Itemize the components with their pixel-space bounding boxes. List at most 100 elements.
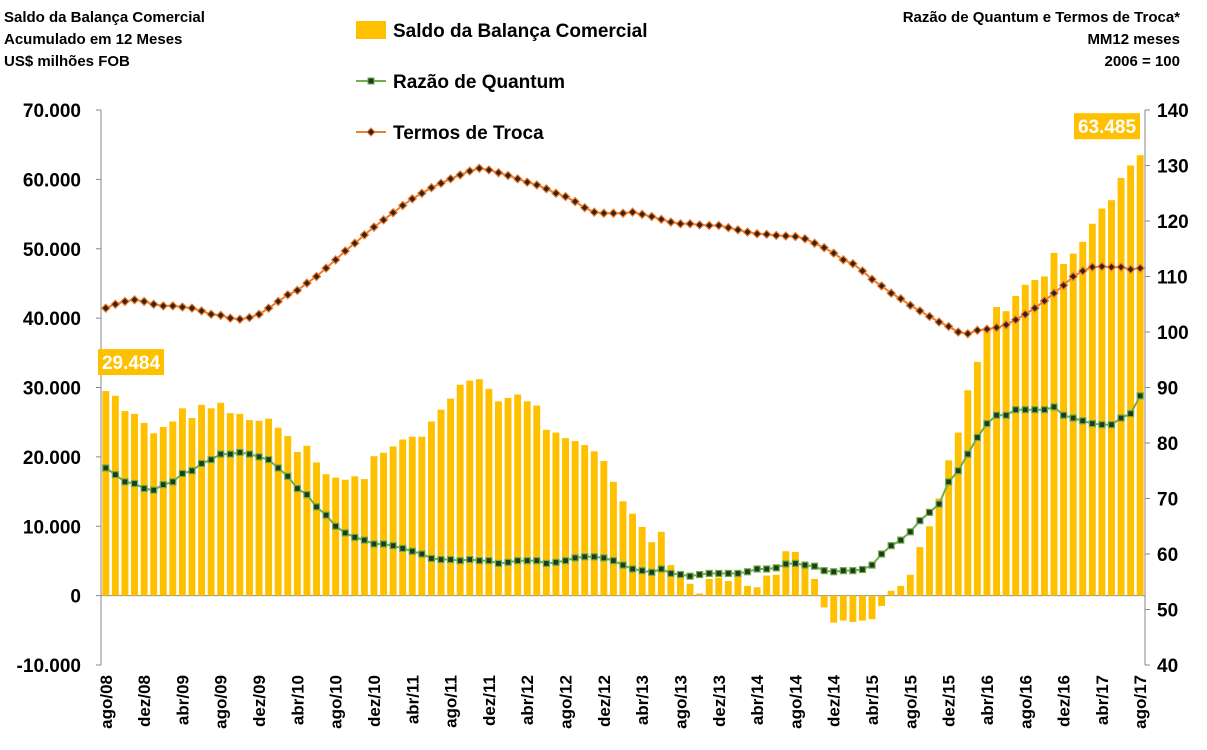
marker xyxy=(646,211,657,222)
marker xyxy=(696,570,704,579)
bar xyxy=(897,585,905,596)
marker xyxy=(359,230,370,240)
marker xyxy=(771,230,782,241)
marker xyxy=(531,180,542,190)
value-label: 29.484 xyxy=(102,353,161,374)
bar xyxy=(1088,223,1096,596)
bar xyxy=(1098,208,1106,596)
bar xyxy=(581,445,589,596)
marker xyxy=(810,562,819,570)
y2-tick-label: 70 xyxy=(1157,490,1178,511)
marker xyxy=(140,484,148,493)
y-tick-label: 60.000 xyxy=(23,170,81,191)
marker xyxy=(828,248,839,259)
marker xyxy=(1002,411,1010,419)
marker xyxy=(321,263,331,274)
marker xyxy=(292,285,303,296)
marker xyxy=(667,569,675,578)
marker xyxy=(159,481,167,489)
y2-tick-label: 60 xyxy=(1157,545,1178,566)
marker xyxy=(312,503,321,511)
marker xyxy=(1098,421,1106,429)
marker xyxy=(369,222,379,232)
x-tick-label: ago/16 xyxy=(1016,675,1035,729)
bar xyxy=(552,432,560,596)
marker xyxy=(102,464,110,472)
marker xyxy=(867,274,877,285)
marker xyxy=(293,484,301,493)
marker xyxy=(782,560,790,568)
bar xyxy=(178,408,186,596)
marker xyxy=(609,557,618,565)
marker xyxy=(512,173,523,184)
x-tick-label: ago/12 xyxy=(557,675,576,729)
bar xyxy=(1108,200,1115,596)
bar xyxy=(782,551,790,596)
marker xyxy=(1058,280,1069,291)
marker xyxy=(332,522,340,530)
bar xyxy=(427,421,435,596)
marker xyxy=(226,450,234,458)
marker xyxy=(724,569,732,578)
marker xyxy=(581,553,589,561)
marker xyxy=(542,559,550,568)
marker xyxy=(618,208,628,219)
bar xyxy=(1127,165,1135,596)
marker xyxy=(284,472,292,480)
marker xyxy=(801,561,809,569)
x-tick-label: abr/10 xyxy=(288,675,307,725)
bar xyxy=(820,595,828,608)
marker xyxy=(713,220,724,231)
bar xyxy=(533,405,541,596)
value-label: 63.485 xyxy=(1078,117,1137,138)
marker xyxy=(992,411,1001,419)
bar xyxy=(1136,155,1144,596)
legend-label: Termos de Troca xyxy=(393,123,544,144)
marker xyxy=(791,559,800,568)
marker xyxy=(868,561,876,569)
bar xyxy=(140,422,148,596)
marker xyxy=(188,467,196,475)
value-label-box xyxy=(1074,113,1140,140)
marker xyxy=(887,542,895,550)
marker xyxy=(897,536,905,544)
marker xyxy=(330,255,341,265)
bar xyxy=(514,394,522,596)
marker xyxy=(445,173,456,184)
bar xyxy=(562,438,569,596)
marker xyxy=(466,555,474,564)
bar xyxy=(916,547,924,596)
marker xyxy=(628,565,637,573)
marker xyxy=(819,242,829,253)
marker xyxy=(715,569,723,578)
bar xyxy=(619,501,627,596)
bar xyxy=(945,460,953,596)
x-tick-label: abr/14 xyxy=(748,674,767,725)
marker xyxy=(916,517,924,525)
left-title: Saldo da Balança Comercial xyxy=(4,9,205,26)
marker xyxy=(1125,264,1136,275)
marker xyxy=(964,450,972,458)
bar xyxy=(303,445,311,596)
y2-tick-label: 80 xyxy=(1157,434,1178,455)
marker xyxy=(943,321,954,332)
marker xyxy=(522,177,533,187)
bar xyxy=(849,595,857,622)
marker xyxy=(504,558,512,566)
x-tick-label: dez/11 xyxy=(480,675,499,726)
marker xyxy=(273,296,284,307)
y-tick-label: 70.000 xyxy=(23,101,81,122)
bar xyxy=(590,451,598,596)
marker xyxy=(408,547,416,555)
x-tick-label: abr/15 xyxy=(863,675,882,725)
marker xyxy=(169,478,177,486)
bar xyxy=(408,436,416,596)
x-tick-label: ago/11 xyxy=(442,675,461,728)
marker xyxy=(474,163,485,174)
marker xyxy=(340,246,351,256)
marker xyxy=(761,229,772,240)
marker xyxy=(417,188,427,199)
bar xyxy=(322,474,330,596)
marker xyxy=(215,310,226,321)
bar xyxy=(236,413,244,596)
